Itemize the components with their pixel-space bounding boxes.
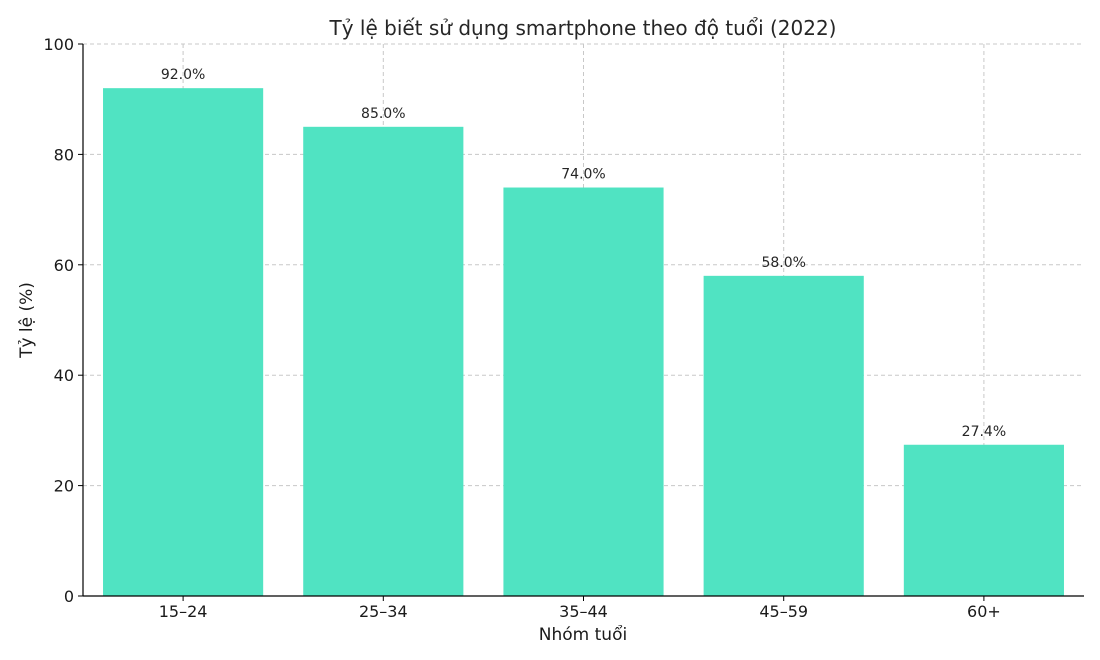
y-tick-label: 100 <box>43 35 74 54</box>
y-axis-label: Tỷ lệ (%) <box>17 282 37 359</box>
x-axis-label: Nhóm tuổi <box>539 624 627 645</box>
chart-title: Tỷ lệ biết sử dụng smartphone theo độ tu… <box>329 16 837 40</box>
bar-value-label: 92.0% <box>161 67 205 83</box>
label-layer: 0 20 40 60 80 100 92.0% 15–24 85.0% 25–34 74.0% 35–… <box>43 35 1006 621</box>
bar-value-label: 27.4% <box>962 424 1006 440</box>
bar-value-label: 85.0% <box>361 106 405 122</box>
bar-value-label: 58.0% <box>761 255 805 271</box>
y-tick-label: 80 <box>54 145 74 164</box>
bar <box>503 187 664 596</box>
x-tick-label: 15–24 <box>159 602 208 621</box>
x-tick-label: 45–59 <box>759 602 808 621</box>
bar <box>103 88 264 596</box>
bar <box>903 444 1064 596</box>
bar <box>303 126 464 597</box>
y-tick-label: 0 <box>64 587 74 606</box>
y-tick-label: 40 <box>54 366 74 385</box>
bar-value-label: 74.0% <box>561 167 605 183</box>
bar <box>703 275 864 596</box>
bar-layer <box>103 88 1064 597</box>
y-tick-label: 60 <box>54 256 74 275</box>
x-tick-label: 60+ <box>967 602 1001 621</box>
y-tick-label: 20 <box>54 477 74 496</box>
x-tick-label: 35–44 <box>559 602 608 621</box>
x-tick-label: 25–34 <box>359 602 408 621</box>
